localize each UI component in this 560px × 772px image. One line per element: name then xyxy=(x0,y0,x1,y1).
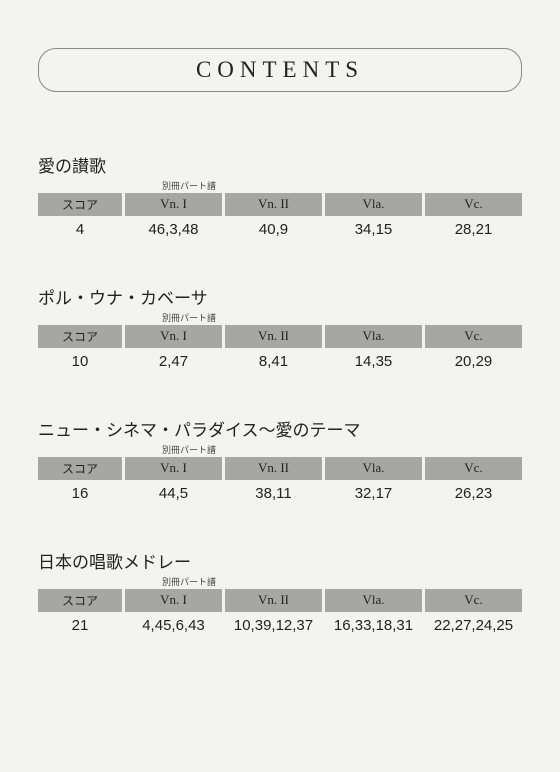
table-data-cell: 40,9 xyxy=(225,219,322,240)
table-data-cell: 14,35 xyxy=(325,351,422,372)
table-header-cell: Vn. II xyxy=(225,325,322,348)
table-header-cell: Vc. xyxy=(425,589,522,612)
table-header-cell: Vla. xyxy=(325,193,422,216)
table-header-cell: スコア xyxy=(38,457,122,480)
table-header-cell: Vla. xyxy=(325,325,422,348)
section-sublabel: 別冊パート譜 xyxy=(162,311,522,324)
table-data-cell: 22,27,24,25 xyxy=(425,615,522,636)
table-data-cell: 10 xyxy=(38,351,122,372)
contents-table: スコアVn. IVn. IIVla.Vc. 1644,538,1132,1726,… xyxy=(38,457,522,504)
table-data-cell: 10,39,12,37 xyxy=(225,615,322,636)
contents-table: スコアVn. IVn. IIVla.Vc. 446,3,4840,934,1528… xyxy=(38,193,522,240)
contents-section: 日本の唱歌メドレー別冊パート譜スコアVn. IVn. IIVla.Vc.214,… xyxy=(38,548,522,636)
table-header-row: スコアVn. IVn. IIVla.Vc. xyxy=(38,589,522,612)
table-data-cell: 34,15 xyxy=(325,219,422,240)
section-title: 愛の讃歌 xyxy=(38,152,522,177)
table-header-cell: Vn. II xyxy=(225,457,322,480)
contents-section: 愛の讃歌別冊パート譜スコアVn. IVn. IIVla.Vc.446,3,484… xyxy=(38,152,522,240)
table-header-cell: Vn. I xyxy=(125,193,222,216)
table-header-row: スコアVn. IVn. IIVla.Vc. xyxy=(38,325,522,348)
table-header-cell: Vc. xyxy=(425,325,522,348)
table-header-cell: Vla. xyxy=(325,589,422,612)
contents-section: ニュー・シネマ・パラダイス〜愛のテーマ別冊パート譜スコアVn. IVn. IIV… xyxy=(38,416,522,504)
table-header-cell: Vn. I xyxy=(125,589,222,612)
table-header-cell: Vn. II xyxy=(225,193,322,216)
page-title: CONTENTS xyxy=(196,57,364,82)
table-header-cell: Vn. I xyxy=(125,457,222,480)
table-data-cell: 44,5 xyxy=(125,483,222,504)
table-data-cell: 2,47 xyxy=(125,351,222,372)
table-data-cell: 38,11 xyxy=(225,483,322,504)
table-header-cell: Vn. I xyxy=(125,325,222,348)
section-title: 日本の唱歌メドレー xyxy=(38,548,522,573)
table-data-cell: 46,3,48 xyxy=(125,219,222,240)
table-data-cell: 8,41 xyxy=(225,351,322,372)
table-header-cell: Vla. xyxy=(325,457,422,480)
table-data-row: 1644,538,1132,1726,23 xyxy=(38,483,522,504)
section-sublabel: 別冊パート譜 xyxy=(162,443,522,456)
table-data-cell: 21 xyxy=(38,615,122,636)
table-data-cell: 20,29 xyxy=(425,351,522,372)
table-header-row: スコアVn. IVn. IIVla.Vc. xyxy=(38,457,522,480)
table-data-cell: 32,17 xyxy=(325,483,422,504)
table-header-cell: Vc. xyxy=(425,457,522,480)
section-sublabel: 別冊パート譜 xyxy=(162,179,522,192)
table-header-cell: スコア xyxy=(38,193,122,216)
table-data-row: 102,478,4114,3520,29 xyxy=(38,351,522,372)
section-title: ニュー・シネマ・パラダイス〜愛のテーマ xyxy=(38,416,522,441)
table-data-cell: 4 xyxy=(38,219,122,240)
contents-section: ポル・ウナ・カベーサ別冊パート譜スコアVn. IVn. IIVla.Vc.102… xyxy=(38,284,522,372)
contents-table: スコアVn. IVn. IIVla.Vc. 214,45,6,4310,39,12… xyxy=(38,589,522,636)
page-title-banner: CONTENTS xyxy=(38,48,522,92)
table-data-row: 446,3,4840,934,1528,21 xyxy=(38,219,522,240)
contents-table: スコアVn. IVn. IIVla.Vc. 102,478,4114,3520,2… xyxy=(38,325,522,372)
table-header-cell: スコア xyxy=(38,325,122,348)
table-data-cell: 28,21 xyxy=(425,219,522,240)
table-header-cell: スコア xyxy=(38,589,122,612)
table-header-cell: Vn. II xyxy=(225,589,322,612)
table-data-cell: 4,45,6,43 xyxy=(125,615,222,636)
table-data-cell: 16,33,18,31 xyxy=(325,615,422,636)
table-data-cell: 16 xyxy=(38,483,122,504)
section-sublabel: 別冊パート譜 xyxy=(162,575,522,588)
table-data-cell: 26,23 xyxy=(425,483,522,504)
table-header-cell: Vc. xyxy=(425,193,522,216)
table-data-row: 214,45,6,4310,39,12,3716,33,18,3122,27,2… xyxy=(38,615,522,636)
table-header-row: スコアVn. IVn. IIVla.Vc. xyxy=(38,193,522,216)
section-title: ポル・ウナ・カベーサ xyxy=(38,284,522,309)
